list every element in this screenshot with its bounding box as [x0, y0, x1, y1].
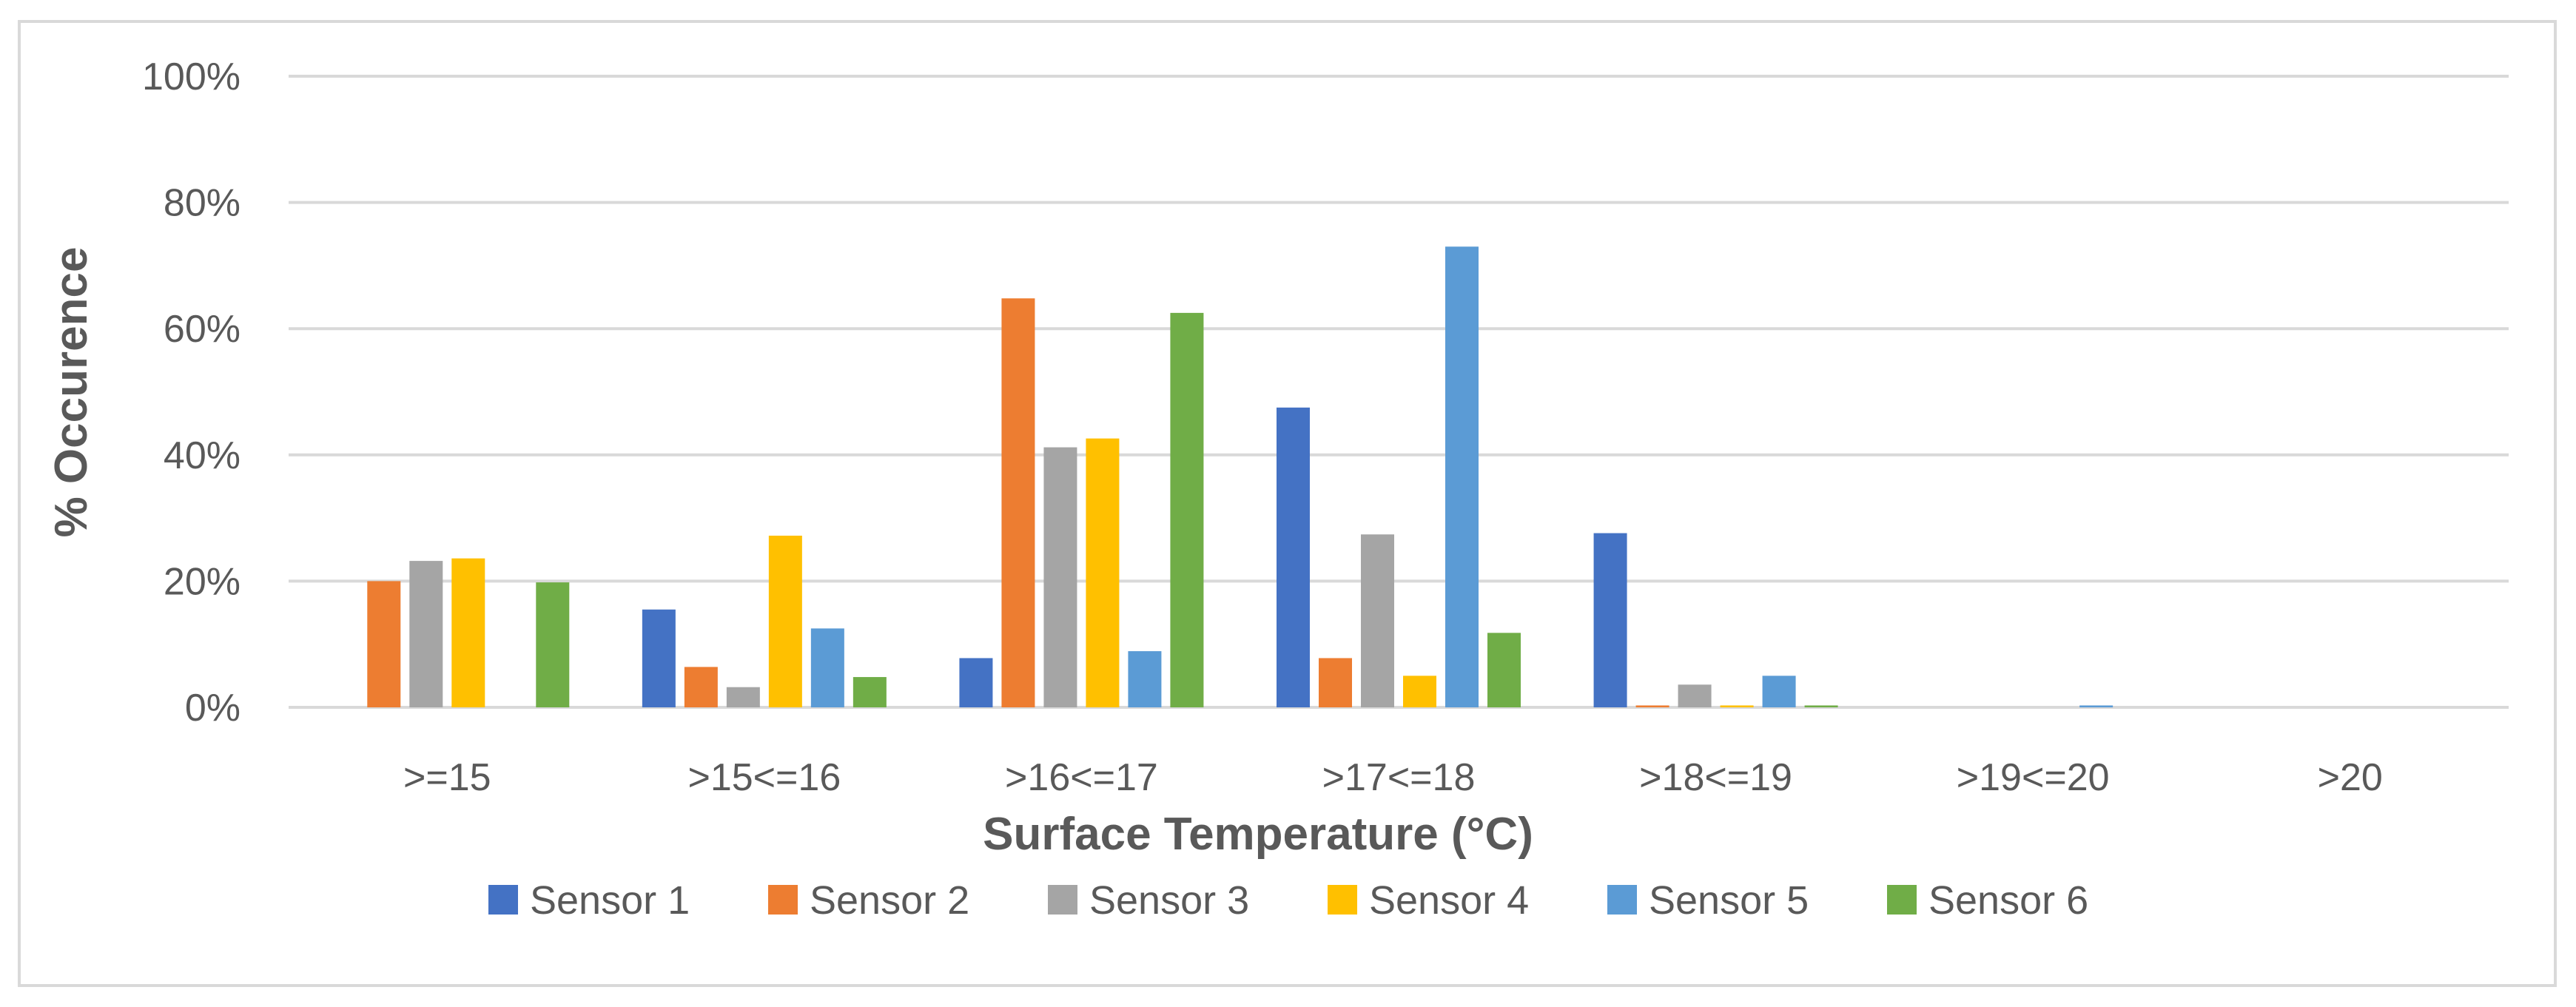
legend-label: Sensor 5: [1649, 878, 1809, 923]
y-tick-label: 40%: [164, 434, 241, 477]
y-tick-label: 0%: [185, 687, 241, 730]
legend-label: Sensor 1: [530, 878, 690, 923]
bar: [1403, 676, 1436, 707]
x-tick-label: >17<=18: [1322, 756, 1476, 799]
bar: [1128, 651, 1162, 707]
x-tick-label: >=15: [403, 756, 491, 799]
bar: [1277, 407, 1310, 707]
bar: [1043, 447, 1077, 707]
bar: [1170, 312, 1204, 707]
x-tick-label: >19<=20: [1957, 756, 2110, 799]
bar: [684, 667, 718, 707]
legend-label: Sensor 4: [1369, 878, 1529, 923]
legend-label: Sensor 6: [1928, 878, 2088, 923]
bar: [367, 581, 401, 707]
bar: [959, 658, 993, 707]
bar: [852, 677, 887, 707]
y-axis-title: % Occurence: [46, 247, 97, 538]
x-tick-label: >15<=16: [687, 756, 841, 799]
bar: [1319, 658, 1352, 707]
legend-swatch: [768, 885, 798, 915]
bar: [1762, 676, 1796, 707]
gridlines: [289, 75, 2509, 709]
legend-swatch: [1887, 885, 1917, 915]
bar: [1001, 298, 1035, 708]
bar: [768, 535, 802, 707]
bar: [451, 558, 485, 707]
x-tick-label: >16<=17: [1005, 756, 1158, 799]
bar: [409, 561, 443, 707]
legend-swatch: [1607, 885, 1637, 915]
bar: [1487, 633, 1521, 707]
y-tick-label: 60%: [164, 308, 241, 351]
bar: [536, 582, 570, 707]
bar: [726, 687, 760, 707]
x-axis-ticks: >=15 >15<=16 >16<=17 >17<=18 >18<=19 >19<=20 >…: [403, 756, 2383, 799]
legend: Sensor 1 Sensor 2 Sensor 3 Sensor 4 Sensor 5…: [488, 878, 2088, 923]
x-tick-label: >18<=19: [1639, 756, 1792, 799]
x-tick-label: >20: [2318, 756, 2383, 799]
bar: [1678, 684, 1712, 707]
bar: [1635, 705, 1669, 707]
y-tick-label: 80%: [164, 182, 241, 225]
x-axis-title: Surface Temperature (°C): [983, 809, 1533, 860]
bar: [810, 628, 844, 707]
legend-label: Sensor 2: [810, 878, 969, 923]
legend-swatch: [1328, 885, 1357, 915]
bar: [1720, 705, 1754, 707]
bar: [642, 609, 676, 707]
bar: [1593, 533, 1627, 707]
bar: [1804, 705, 1838, 707]
legend-swatch: [1048, 885, 1077, 915]
y-tick-label: 20%: [164, 560, 241, 603]
bar: [2079, 705, 2113, 707]
legend-swatch: [488, 885, 518, 915]
y-axis-ticks: 0% 20% 40% 60% 80% 100%: [142, 55, 241, 730]
bar: [1361, 534, 1394, 707]
bars: [367, 246, 2113, 708]
bar: [1086, 438, 1120, 707]
legend-label: Sensor 3: [1089, 878, 1249, 923]
y-tick-label: 100%: [142, 55, 241, 98]
bar: [1445, 246, 1479, 707]
